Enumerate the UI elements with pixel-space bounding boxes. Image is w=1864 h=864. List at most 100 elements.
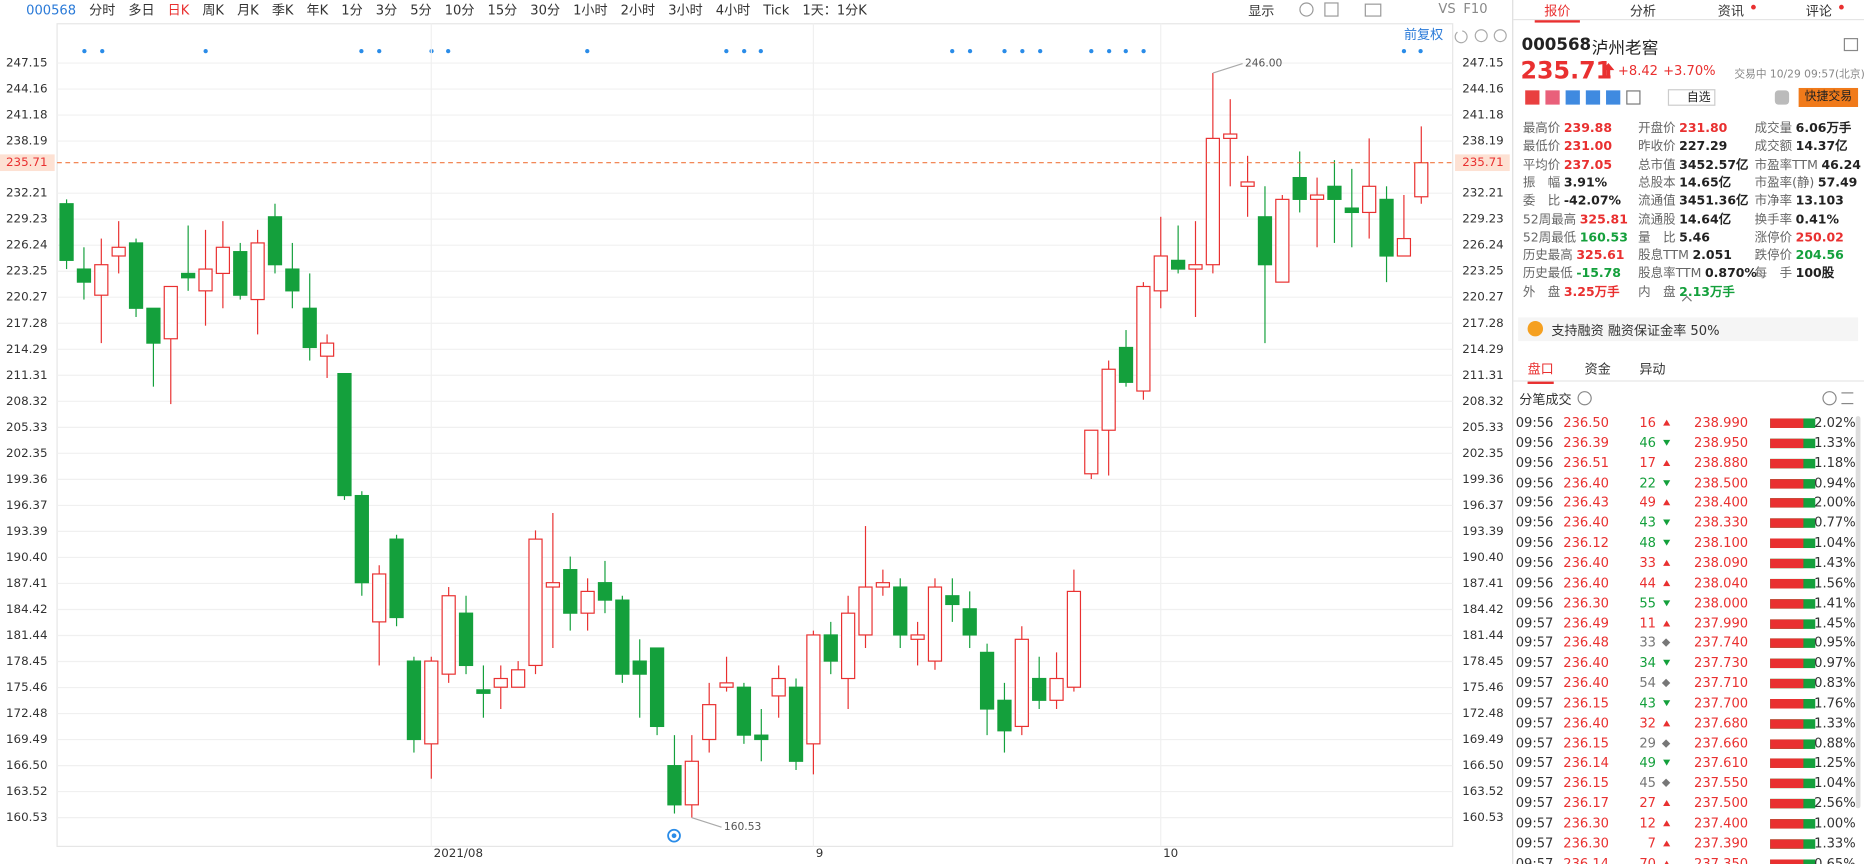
event-icon[interactable]: [667, 828, 681, 843]
info-icon[interactable]: [1577, 391, 1592, 406]
sub-tab[interactable]: 资金: [1584, 361, 1611, 377]
period-tab[interactable]: 1小时: [573, 2, 608, 18]
period-tab[interactable]: 3分: [375, 2, 398, 18]
icon[interactable]: [1626, 90, 1641, 105]
compare-button[interactable]: VS: [1438, 1, 1456, 17]
period-tab[interactable]: 1天：1分K: [802, 2, 867, 18]
trade-side: [1663, 519, 1671, 526]
icon[interactable]: [1606, 90, 1621, 105]
plot-area: [56, 23, 1454, 848]
period-tab[interactable]: 15分: [487, 2, 518, 18]
period-tab[interactable]: 分时: [89, 2, 116, 18]
trade-price: 236.40: [1563, 555, 1610, 571]
trade-pct: 1.04%: [1814, 775, 1856, 791]
trade-pct: 2.02%: [1814, 414, 1856, 431]
stat-value: 325.61: [1576, 248, 1625, 263]
period-tab[interactable]: 日K: [167, 2, 190, 18]
ratio-bar-red: [1770, 799, 1804, 809]
period-tab[interactable]: 5分: [410, 2, 432, 18]
icon[interactable]: [1525, 90, 1540, 105]
y-tick-label-right: 193.39: [1462, 524, 1504, 538]
candle-body: [702, 704, 717, 741]
panel-icon[interactable]: [1843, 38, 1859, 52]
y-tick-label-right: 229.23: [1462, 212, 1504, 226]
panel-name: 泸州老窖: [1591, 39, 1659, 59]
trade-price: 236.14: [1563, 855, 1610, 864]
ratio-bar: [1770, 799, 1816, 809]
banner-icon: [1527, 320, 1544, 337]
stat-label: 市盈率(静): [1754, 175, 1815, 191]
list-icon[interactable]: [1841, 392, 1854, 405]
trade-volume: 49: [1639, 755, 1656, 771]
icon[interactable]: [1565, 90, 1580, 105]
y-tick-label-right: 220.27: [1462, 290, 1504, 304]
y-tick-label: 169.49: [6, 732, 48, 746]
period-tab[interactable]: 年K: [306, 2, 329, 18]
alert-icon[interactable]: [1774, 90, 1790, 105]
period-tab[interactable]: 1分: [341, 2, 363, 18]
panel-tab[interactable]: 评论: [1805, 3, 1832, 20]
panel-tab[interactable]: 分析: [1629, 3, 1656, 20]
trade-time: 09:56: [1515, 515, 1554, 531]
settings-icon[interactable]: [1299, 2, 1314, 17]
sub-tab[interactable]: 异动: [1639, 361, 1666, 377]
watch-button[interactable]: 自选: [1667, 89, 1716, 106]
ratio-bar-red: [1770, 819, 1804, 829]
period-tab[interactable]: 月K: [237, 2, 259, 18]
period-tab[interactable]: 10分: [444, 2, 475, 18]
trade-side: [1663, 700, 1671, 707]
snapshot-icon[interactable]: [1364, 3, 1382, 17]
icon[interactable]: [1545, 90, 1560, 105]
trade-pct: 0.65%: [1814, 855, 1856, 864]
candle-body: [771, 677, 786, 697]
last-price-label: 235.71: [6, 155, 48, 169]
stat: 每 手 100股: [1755, 264, 1835, 282]
panel-tab[interactable]: 资讯: [1717, 3, 1744, 20]
stat-label: 委 比: [1522, 193, 1561, 209]
period-tab[interactable]: 2小时: [620, 2, 656, 18]
stat: 总市值 3452.57亿: [1638, 155, 1748, 173]
stat: 成交额 14.37亿: [1755, 137, 1848, 155]
icon[interactable]: [1585, 90, 1601, 105]
trade-ref: 237.710: [1694, 675, 1749, 691]
trade-price: 236.40: [1563, 515, 1610, 531]
quick-trade-button[interactable]: 快捷交易: [1798, 87, 1859, 107]
trade-price: 236.40: [1563, 715, 1610, 731]
y-tick-label: 187.41: [6, 576, 48, 590]
trade-price: 236.51: [1563, 454, 1610, 471]
stat: 历史最低 -15.78: [1523, 264, 1621, 282]
chart-controls[interactable]: [1454, 29, 1507, 44]
stat-label: 股息TTM: [1638, 248, 1689, 263]
trade-side: [1663, 760, 1671, 767]
adjust-button[interactable]: 前复权: [1404, 27, 1443, 43]
period-tab[interactable]: 季K: [271, 2, 294, 18]
chart: 前复权 247.15 247.15 244.16 244.16 241.18 241.18…: [0, 23, 1510, 860]
panel-tab[interactable]: 报价: [1534, 1, 1580, 23]
trade-price: 236.39: [1563, 434, 1610, 451]
ratio-bar: [1770, 718, 1816, 729]
scrollbar[interactable]: [1855, 416, 1861, 809]
ratio-bar-red: [1770, 598, 1804, 609]
trade-price: 236.15: [1563, 775, 1610, 791]
period-tab[interactable]: 3小时: [668, 2, 703, 18]
more-icon[interactable]: [1822, 391, 1837, 406]
trade-time: 09:57: [1515, 615, 1554, 631]
candle-body: [632, 660, 647, 675]
layout-icon[interactable]: [1324, 2, 1339, 17]
period-tab[interactable]: Tick: [763, 1, 790, 18]
stat-value: 13.103: [1795, 193, 1844, 209]
period-tab[interactable]: 周K: [202, 2, 225, 18]
stat-value: 3451.36亿: [1679, 193, 1749, 209]
stat-label: 内 盘: [1638, 284, 1676, 300]
period-tab[interactable]: 4小时: [715, 2, 751, 18]
trade-volume: 46: [1639, 434, 1656, 451]
display-menu[interactable]: 显示: [1248, 3, 1275, 20]
period-tab[interactable]: 30分: [530, 2, 561, 18]
f10-button[interactable]: F10: [1463, 1, 1488, 17]
trade-volume: 33: [1639, 635, 1656, 651]
period-tab[interactable]: 多日: [128, 2, 155, 18]
banner-text[interactable]: 支持融资 融资保证金率 50%: [1551, 323, 1720, 339]
trade-volume: 34: [1639, 655, 1656, 671]
sub-tab[interactable]: 盘口: [1527, 359, 1554, 384]
y-tick-label-right: 205.33: [1462, 420, 1504, 434]
